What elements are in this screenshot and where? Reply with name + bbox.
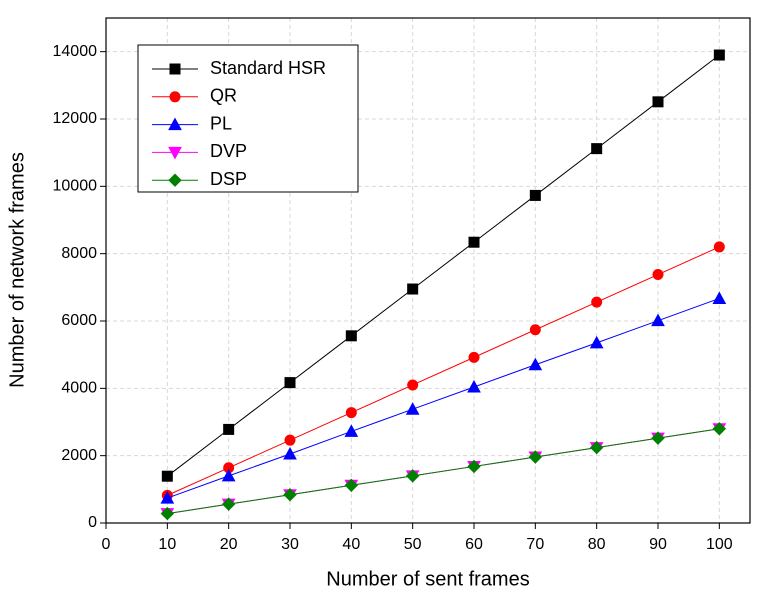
x-axis-title: Number of sent frames bbox=[326, 568, 529, 590]
marker bbox=[468, 236, 480, 248]
x-tick-label: 0 bbox=[102, 536, 111, 553]
plot-frame bbox=[105, 17, 751, 524]
marker bbox=[468, 351, 480, 363]
series-line bbox=[167, 297, 720, 499]
y-tick-label: 4000 bbox=[61, 380, 97, 397]
legend-marker bbox=[169, 63, 181, 75]
x-tick-label: 40 bbox=[342, 536, 360, 553]
y-tick-label: 6000 bbox=[61, 312, 97, 329]
marker bbox=[345, 330, 357, 342]
x-tick-label: 30 bbox=[281, 536, 299, 553]
y-axis-title: Number of network frames bbox=[6, 152, 28, 388]
marker bbox=[651, 431, 665, 445]
marker bbox=[344, 424, 359, 437]
legend-label: QR bbox=[210, 86, 237, 106]
marker bbox=[713, 49, 725, 61]
marker bbox=[161, 470, 173, 482]
marker bbox=[528, 357, 543, 371]
marker bbox=[652, 96, 664, 108]
x-tick-label: 60 bbox=[465, 536, 483, 553]
legend-marker bbox=[168, 117, 182, 131]
marker bbox=[467, 459, 481, 474]
x-tick-label: 100 bbox=[706, 536, 733, 553]
marker bbox=[284, 377, 296, 389]
marker bbox=[591, 143, 603, 155]
marker bbox=[407, 379, 419, 391]
series-line bbox=[167, 54, 720, 477]
x-tick-label: 70 bbox=[526, 536, 544, 553]
marker bbox=[651, 313, 665, 327]
marker bbox=[467, 379, 481, 393]
marker bbox=[652, 269, 664, 281]
marker bbox=[221, 468, 236, 482]
series-line bbox=[167, 428, 720, 515]
marker bbox=[221, 497, 236, 511]
y-tick-label: 10000 bbox=[53, 178, 98, 195]
marker bbox=[283, 488, 297, 502]
marker bbox=[589, 440, 604, 455]
marker bbox=[591, 296, 603, 308]
y-tick-label: 12000 bbox=[53, 110, 98, 127]
x-tick-label: 10 bbox=[158, 536, 176, 553]
y-tick-label: 14000 bbox=[53, 43, 98, 60]
legend-label: DVP bbox=[210, 141, 247, 161]
marker bbox=[712, 422, 727, 436]
marker bbox=[529, 324, 541, 336]
legend-label: Standard HSR bbox=[210, 58, 326, 78]
marker bbox=[713, 241, 725, 253]
y-tick-label: 0 bbox=[88, 514, 97, 531]
marker bbox=[223, 423, 235, 435]
series-line bbox=[167, 246, 720, 496]
x-tick-label: 50 bbox=[404, 536, 422, 553]
marker bbox=[405, 469, 420, 483]
x-tick-label: 80 bbox=[588, 536, 606, 553]
y-tick-label: 8000 bbox=[61, 245, 97, 262]
marker bbox=[407, 283, 419, 295]
marker bbox=[529, 189, 541, 201]
marker bbox=[589, 335, 604, 349]
marker bbox=[160, 506, 175, 521]
legend-label: DSP bbox=[210, 169, 247, 189]
marker bbox=[712, 291, 727, 304]
x-tick-label: 90 bbox=[649, 536, 667, 553]
x-tick-label: 20 bbox=[220, 536, 238, 553]
legend-marker bbox=[169, 91, 181, 103]
marker bbox=[345, 407, 357, 419]
marker bbox=[528, 450, 543, 464]
y-tick-label: 2000 bbox=[61, 447, 97, 464]
legend-label: PL bbox=[210, 113, 232, 133]
legend-marker bbox=[168, 173, 182, 187]
marker bbox=[405, 402, 420, 415]
legend-marker bbox=[168, 146, 182, 160]
marker bbox=[160, 491, 175, 504]
marker bbox=[283, 446, 297, 460]
marker bbox=[344, 478, 359, 493]
marker bbox=[284, 434, 296, 446]
